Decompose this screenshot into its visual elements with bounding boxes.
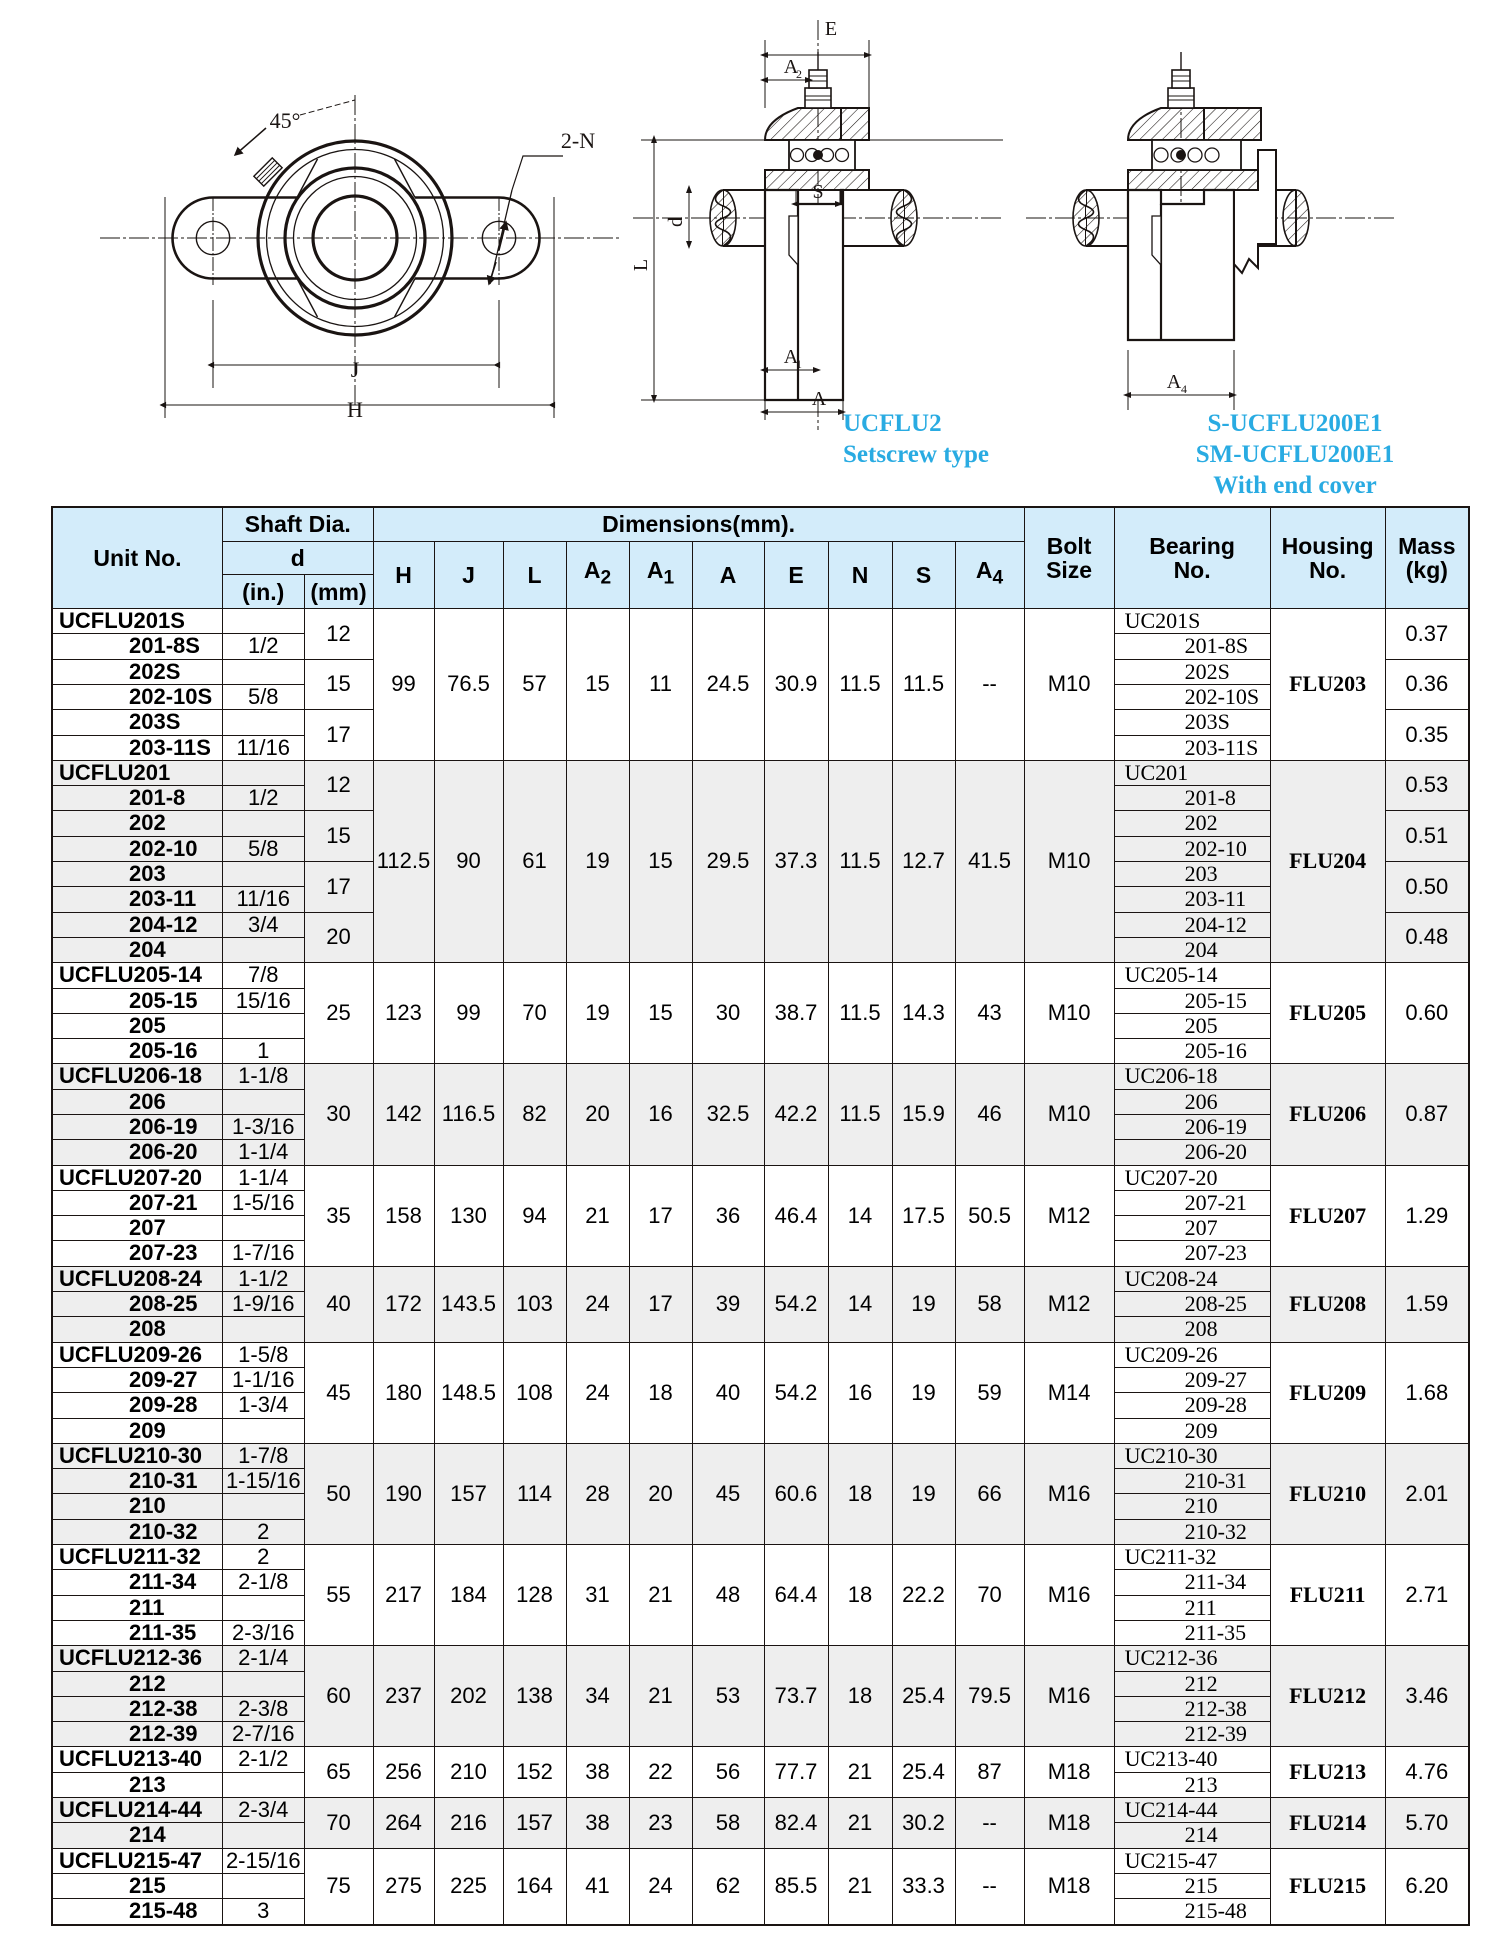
svg-text:E: E (825, 18, 837, 40)
svg-text:J: J (351, 357, 360, 382)
svg-text:4: 4 (1181, 382, 1187, 396)
svg-text:A: A (1167, 371, 1182, 393)
svg-text:45°: 45° (270, 108, 301, 133)
svg-text:H: H (347, 397, 363, 422)
svg-text:S: S (812, 181, 823, 203)
svg-text:d: d (665, 217, 687, 227)
svg-text:2-N: 2-N (561, 128, 595, 153)
svg-text:2: 2 (796, 67, 802, 81)
svg-text:1: 1 (796, 357, 802, 371)
svg-text:L: L (630, 259, 652, 271)
svg-text:A: A (812, 388, 827, 410)
